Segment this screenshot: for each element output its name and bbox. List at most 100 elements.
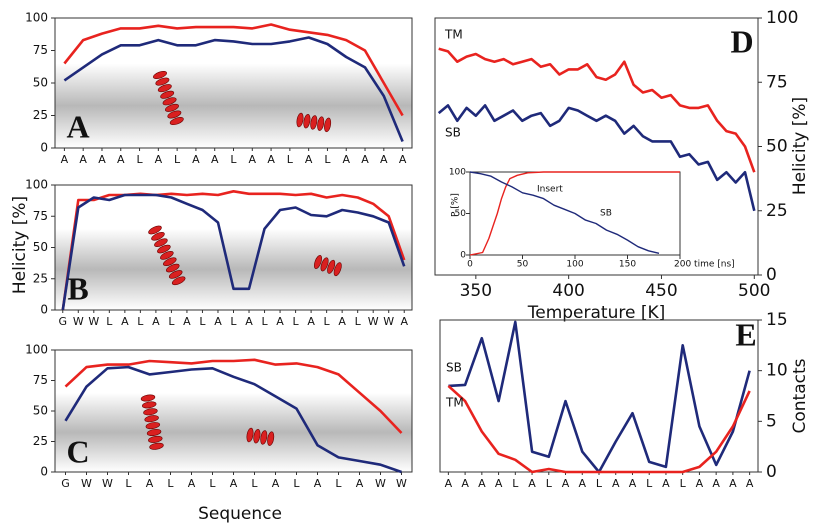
x-tick-label: A bbox=[578, 477, 586, 490]
helix-turn bbox=[165, 263, 180, 273]
x-tick-label: L bbox=[293, 315, 300, 328]
x-tick-label: A bbox=[79, 153, 87, 166]
x-tick-label: A bbox=[183, 315, 191, 328]
y-tick-label: 0 bbox=[460, 251, 466, 261]
helix-turn bbox=[155, 77, 170, 86]
series-label: TM bbox=[444, 28, 463, 42]
x-tick-label: L bbox=[199, 315, 206, 328]
panel-letter: A bbox=[66, 108, 89, 144]
helix-turn bbox=[149, 442, 164, 450]
y-tick-label: 50 bbox=[455, 209, 467, 219]
x-tick-label: A bbox=[478, 477, 486, 490]
helix-turn bbox=[153, 71, 167, 79]
x-tick-label: G bbox=[61, 477, 70, 490]
helix-turn bbox=[314, 255, 322, 269]
x-tick-label: A bbox=[152, 315, 160, 328]
x-tick-label: L bbox=[512, 477, 519, 490]
x-tick-label: A bbox=[307, 315, 315, 328]
helix-turn bbox=[310, 115, 318, 130]
panel-letter: E bbox=[735, 316, 756, 352]
y-tick-label: 75 bbox=[766, 72, 788, 92]
x-tick-label: A bbox=[528, 477, 536, 490]
series-label: SB bbox=[445, 126, 461, 140]
x-tick-label: 100 bbox=[566, 260, 583, 270]
helix-icon bbox=[314, 255, 342, 277]
x-tick-label: A bbox=[746, 477, 754, 490]
y-axis-label: P [%] bbox=[451, 193, 461, 217]
y-tick-label: 75 bbox=[33, 373, 48, 387]
x-tick-label: A bbox=[61, 153, 69, 166]
helix-turn bbox=[160, 251, 174, 260]
x-tick-label: A bbox=[314, 477, 322, 490]
x-tick-label: A bbox=[276, 315, 284, 328]
helix-turn bbox=[143, 408, 158, 416]
x-tick-label: L bbox=[546, 477, 553, 490]
x-tick-label: L bbox=[174, 153, 181, 166]
x-tick-label: 400 bbox=[552, 281, 584, 301]
y-tick-label: 0 bbox=[40, 141, 48, 155]
x-tick-label: A bbox=[245, 315, 253, 328]
helix-turn bbox=[151, 232, 165, 241]
x-tick-label: A bbox=[214, 315, 222, 328]
series-line bbox=[64, 358, 403, 434]
y-tick-label: 0 bbox=[766, 265, 777, 285]
x-tick-label: L bbox=[324, 153, 331, 166]
series-label: TM bbox=[445, 396, 464, 410]
helix-turn bbox=[163, 257, 177, 267]
helix-turn bbox=[148, 225, 162, 235]
x-tick-label: A bbox=[696, 477, 704, 490]
y-tick-label: 100 bbox=[766, 8, 798, 28]
helix-turn bbox=[320, 257, 329, 272]
series-label: SB bbox=[446, 361, 462, 375]
y-tick-label: 0 bbox=[766, 462, 777, 482]
helix-icon bbox=[246, 427, 275, 446]
x-tick-label: L bbox=[106, 315, 113, 328]
helix-turn bbox=[303, 114, 311, 129]
x-tick-label: L bbox=[324, 315, 331, 328]
helix-turn bbox=[246, 427, 254, 443]
y-tick-label: 0 bbox=[40, 465, 48, 479]
series-line bbox=[447, 384, 751, 474]
x-tick-label: 150 bbox=[619, 260, 636, 270]
x-tick-label: 500 bbox=[738, 281, 770, 301]
y-axis-label: Helicity [%] bbox=[790, 97, 810, 195]
helix-turn bbox=[162, 97, 177, 106]
x-axis-label: Temperature [K] bbox=[527, 303, 666, 323]
helix-turn bbox=[157, 244, 171, 254]
series-line bbox=[469, 171, 660, 254]
x-tick-label: W bbox=[375, 477, 386, 490]
helix-turn bbox=[171, 276, 186, 286]
y-tick-label: 25 bbox=[33, 271, 48, 285]
panel-letter: C bbox=[66, 433, 89, 469]
x-tick-label: 0 bbox=[467, 260, 473, 270]
helix-turn bbox=[267, 431, 275, 446]
y-tick-label: 50 bbox=[33, 240, 48, 254]
y-tick-label: 5 bbox=[766, 411, 777, 431]
x-tick-label: 450 bbox=[645, 281, 677, 301]
gray-band bbox=[55, 228, 412, 310]
x-tick-label: A bbox=[495, 477, 503, 490]
x-tick-label: A bbox=[146, 477, 154, 490]
series-line bbox=[437, 104, 756, 212]
x-tick-label: L bbox=[680, 477, 687, 490]
helix-icon bbox=[148, 225, 186, 286]
helix-turn bbox=[148, 435, 163, 443]
x-tick-label: A bbox=[400, 315, 408, 328]
helix-turn bbox=[333, 262, 342, 277]
panel-letter: B bbox=[67, 270, 88, 306]
helix-turn bbox=[142, 401, 157, 409]
x-tick-label: A bbox=[712, 477, 720, 490]
x-tick-label: W bbox=[73, 315, 84, 328]
y-tick-label: 75 bbox=[33, 43, 48, 57]
helix-turn bbox=[324, 117, 332, 133]
x-tick-label: G bbox=[58, 315, 67, 328]
helix-turn bbox=[140, 394, 156, 402]
y-tick-label: 50 bbox=[33, 76, 48, 90]
x-tick-label: A bbox=[729, 477, 737, 490]
x-tick-label: W bbox=[383, 315, 394, 328]
x-tick-label: A bbox=[629, 477, 637, 490]
series-line bbox=[448, 320, 751, 474]
x-tick-label: A bbox=[230, 477, 238, 490]
x-tick-label: L bbox=[293, 477, 300, 490]
